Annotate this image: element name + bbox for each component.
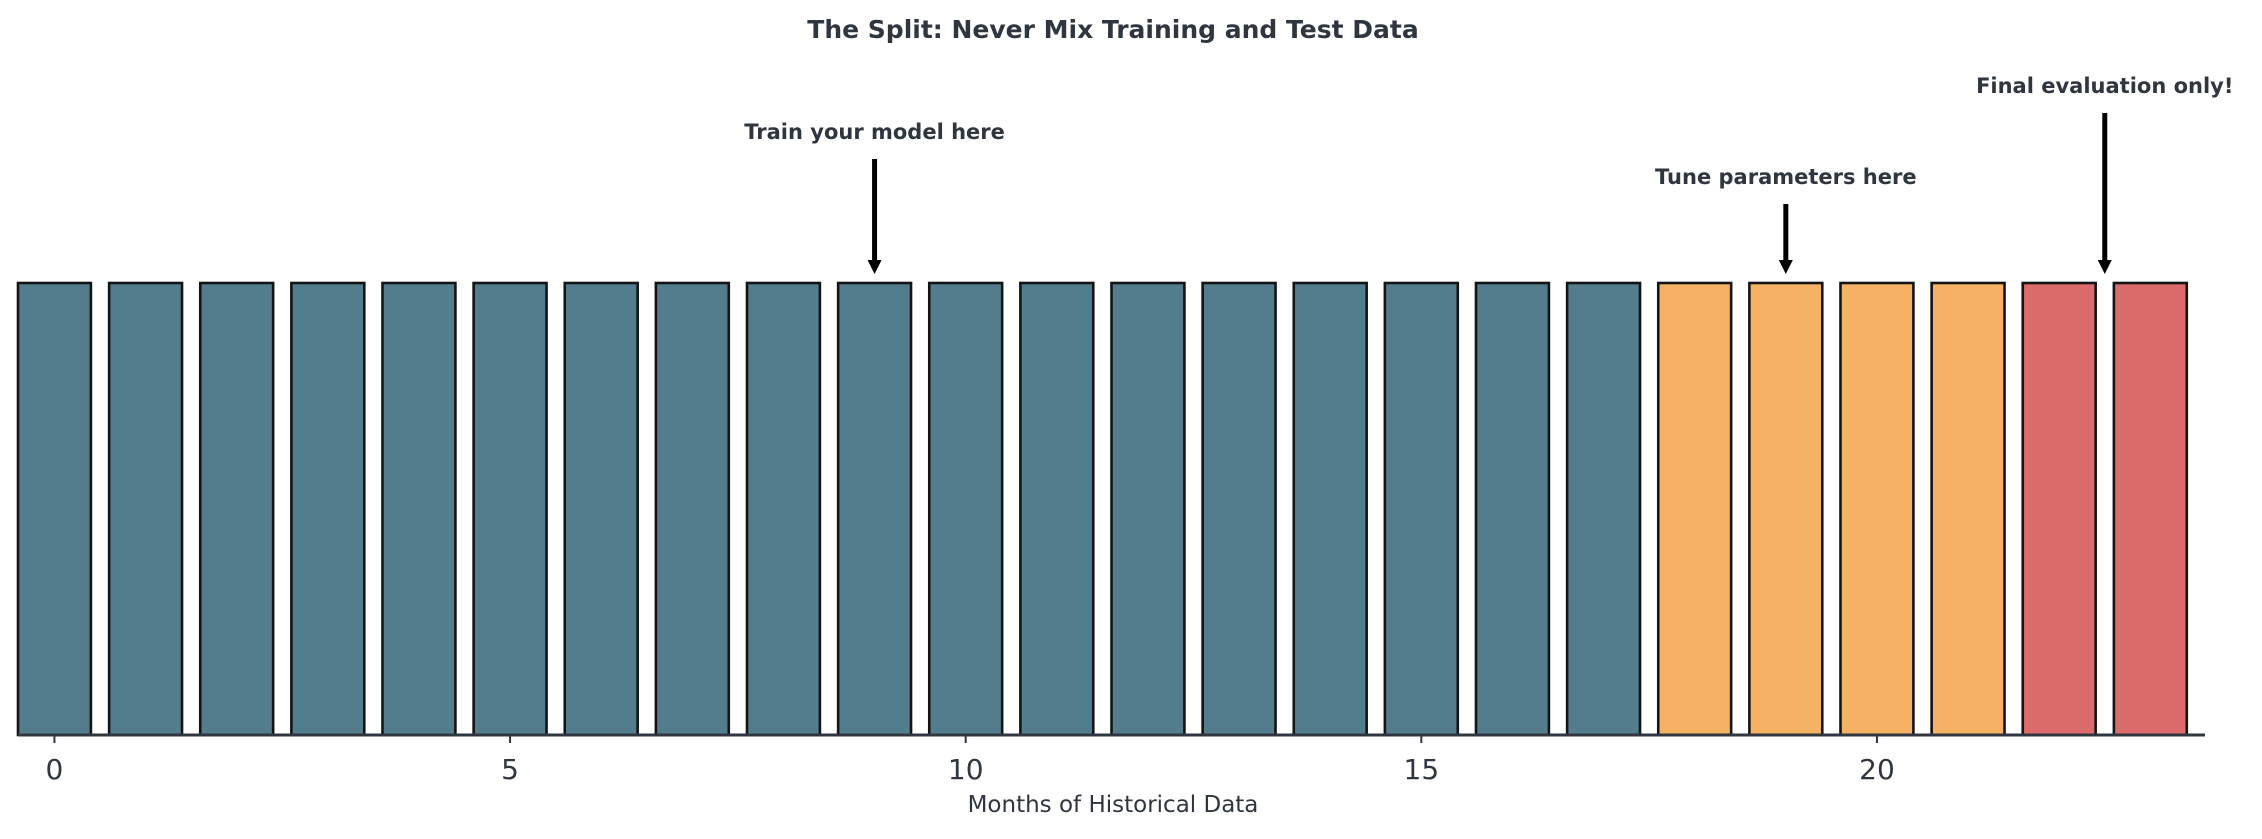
annotation-label-1: Tune parameters here xyxy=(1655,165,1917,189)
annotation-arrow-head-1 xyxy=(1778,260,1793,274)
bars-group xyxy=(16,281,2189,737)
x-tick-label-20: 20 xyxy=(1859,753,1895,786)
bar-test-month-23 xyxy=(2112,281,2189,737)
annotation-label-0: Train your model here xyxy=(744,120,1005,144)
bar-train-month-14 xyxy=(1292,281,1368,737)
bar-train-month-16 xyxy=(1474,281,1551,737)
annotation-arrow-head-2 xyxy=(2097,260,2112,274)
bar-train-month-8 xyxy=(745,281,822,737)
bar-train-month-3 xyxy=(290,281,366,737)
x-tick-label-0: 0 xyxy=(46,753,64,786)
bar-train-month-9 xyxy=(836,281,913,737)
bar-train-month-12 xyxy=(1110,281,1186,737)
chart-title: The Split: Never Mix Training and Test D… xyxy=(807,15,1418,44)
bar-train-month-4 xyxy=(381,281,457,737)
annotation-label-2: Final evaluation only! xyxy=(1976,74,2233,98)
bar-train-month-1 xyxy=(107,281,184,737)
bar-train-month-15 xyxy=(1383,281,1460,737)
annotation-arrow-head-0 xyxy=(867,260,882,274)
bar-train-month-17 xyxy=(1565,281,1642,737)
bar-validation-month-20 xyxy=(1839,281,1915,737)
bar-test-month-22 xyxy=(2021,281,2097,737)
x-tick-label-15: 15 xyxy=(1404,753,1440,786)
bar-train-month-10 xyxy=(927,281,1004,737)
x-tick-label-10: 10 xyxy=(948,753,984,786)
bar-validation-month-18 xyxy=(1656,281,1733,737)
bar-train-month-13 xyxy=(1201,281,1277,737)
bar-validation-month-19 xyxy=(1748,281,1824,737)
bar-validation-month-21 xyxy=(1930,281,2006,737)
bar-train-month-0 xyxy=(16,281,93,737)
bar-train-month-7 xyxy=(654,281,731,737)
bar-train-month-6 xyxy=(563,281,639,737)
annotations-group: Train your model here Tune parameters her… xyxy=(744,74,2233,274)
x-axis-ticks: 0 5 10 15 20 xyxy=(46,735,1895,786)
bar-train-month-5 xyxy=(472,281,548,737)
bar-train-month-11 xyxy=(1019,281,1095,737)
x-tick-label-5: 5 xyxy=(501,753,519,786)
x-axis-label: Months of Historical Data xyxy=(968,792,1259,818)
bar-train-month-2 xyxy=(198,281,275,737)
